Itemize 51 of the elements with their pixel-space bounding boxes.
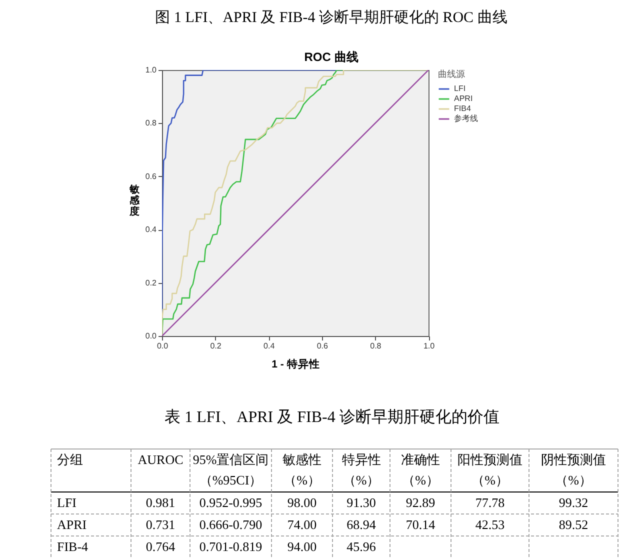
chart-title: 图 1 LFI、APRI 及 FIB-4 诊断早期肝硬化的 ROC 曲线 — [155, 9, 508, 26]
x-tick-label: 0.0 — [156, 342, 169, 350]
chart-subtitle: ROC 曲线 — [304, 50, 358, 64]
x-tick-label: 0.2 — [210, 342, 222, 350]
text: 0.701-0.819 — [199, 539, 262, 554]
text: 45.96 — [346, 539, 376, 554]
legend-label: LFI — [454, 84, 466, 93]
legend-label: FIB4 — [454, 104, 472, 113]
text: 0.764 — [146, 539, 176, 554]
y-tick-label: 0.8 — [145, 118, 158, 128]
legend-label: APRI — [454, 94, 473, 103]
category-label: 阴性预测值（%） — [541, 452, 606, 488]
text: 0.952-0.995 — [199, 495, 262, 510]
text: 0.666-0.790 — [199, 517, 262, 532]
text: 0.731 — [146, 517, 176, 532]
text: 91.30 — [346, 495, 376, 510]
category-label: 特异性（%） — [342, 452, 381, 488]
x-tick-label: 1.0 — [423, 342, 436, 350]
y-tick-label: 0.2 — [145, 278, 158, 288]
x-axis-title: 1 - 特异性 — [272, 358, 320, 370]
x-tick-label: 0.4 — [264, 342, 276, 350]
text: 89.52 — [558, 517, 588, 532]
text: 0.981 — [146, 495, 176, 510]
y-tick-label: 0.4 — [145, 225, 158, 234]
category-label: AUROC — [138, 452, 184, 467]
text: 42.53 — [475, 517, 505, 532]
y-tick-label: 0.0 — [145, 332, 158, 340]
text: 70.14 — [406, 517, 436, 532]
text: 68.94 — [346, 517, 376, 532]
legend-label: 参考线 — [454, 114, 478, 123]
text: 分组 — [57, 452, 83, 467]
x-tick-label: 0.8 — [370, 342, 382, 350]
category-label: 95%置信区间（%95CI） — [192, 452, 269, 488]
category-label: 准确性（%） — [401, 452, 440, 488]
text: 98.00 — [287, 495, 317, 510]
category-label: 敏感性（%） — [282, 452, 322, 488]
category-label: LFI — [57, 495, 76, 510]
y-tick-label: 1.0 — [145, 66, 158, 74]
text: 99.32 — [558, 495, 588, 510]
y-tick-label: 0.6 — [145, 172, 158, 181]
x-tick-label: 0.6 — [316, 342, 329, 350]
category-label: APRI — [57, 517, 87, 532]
text: 表 1 LFI、APRI 及 FIB-4 诊断早期肝硬化的价值 — [164, 408, 500, 426]
legend-title: 曲线源 — [438, 69, 465, 79]
text: 77.78 — [475, 495, 505, 510]
text: 94.00 — [287, 539, 317, 554]
y-axis-title: 敏感度 — [128, 184, 140, 218]
text: 74.00 — [287, 517, 317, 532]
category-label: 阳性预测值（%） — [458, 452, 522, 488]
category-label: FIB-4 — [57, 539, 88, 554]
text: 92.89 — [406, 495, 436, 510]
